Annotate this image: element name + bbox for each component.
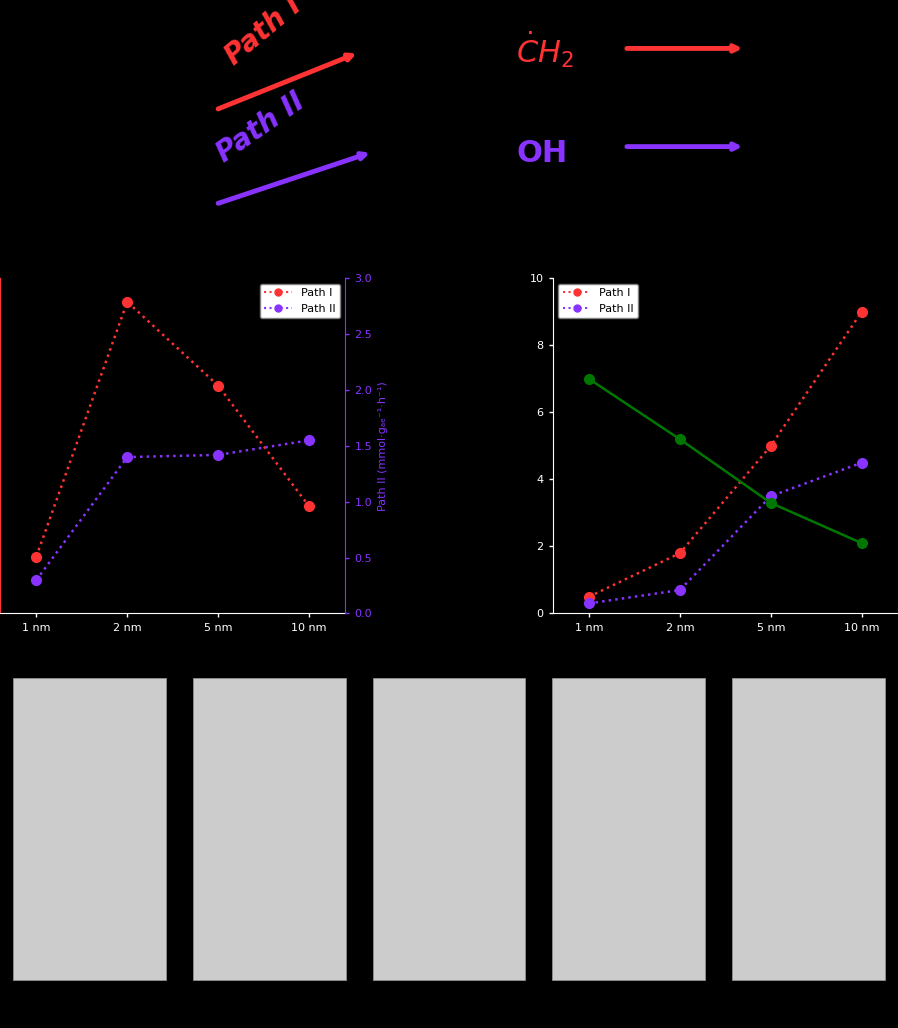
Text: $\dot{C}H_2$: $\dot{C}H_2$: [516, 29, 574, 70]
Text: E$_{ads}$ = −1.06 eV: E$_{ads}$ = −1.06 eV: [35, 997, 145, 1013]
Bar: [373, 677, 525, 981]
Bar: [552, 677, 705, 981]
Text: Path II: Path II: [211, 87, 310, 169]
Text: E$_{ads}$ = −0.77 eV: E$_{ads}$ = −0.77 eV: [754, 997, 862, 1013]
Text: d: d: [9, 638, 31, 667]
Text: E$_{ads}$ = −1.80 eV: E$_{ads}$ = −1.80 eV: [575, 997, 682, 1013]
Text: E$_{ads}$ = −0.71 eV: E$_{ads}$ = −0.71 eV: [216, 997, 323, 1013]
Text: OH: OH: [516, 140, 568, 169]
Legend: Path I, Path II: Path I, Path II: [260, 284, 339, 319]
Text: E$_{ads}$ = −0.83 eV: E$_{ads}$ = −0.83 eV: [395, 997, 503, 1013]
Legend: Path I, Path II: Path I, Path II: [559, 284, 638, 319]
Y-axis label: Path II (mmol·gₐₑ⁻¹·h⁻¹): Path II (mmol·gₐₑ⁻¹·h⁻¹): [378, 381, 388, 511]
Text: Path I: Path I: [220, 0, 307, 70]
Bar: [13, 677, 166, 981]
Bar: [732, 677, 885, 981]
Bar: [193, 677, 346, 981]
